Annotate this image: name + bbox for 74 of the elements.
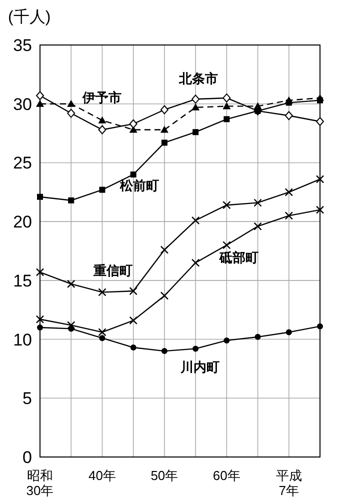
series-label: 重信町 [94,262,133,278]
series-label: 川内町 [180,359,220,374]
point [129,119,138,128]
ytick: 25 [13,154,32,173]
point [36,268,44,276]
point [192,129,199,136]
point [222,200,231,210]
xtick: 昭和 30年 [26,468,54,498]
point [68,197,74,204]
point [129,286,138,296]
point [36,100,44,107]
point [98,116,106,124]
point [98,288,106,296]
point [160,292,169,300]
series-label: 北条市 [179,70,218,86]
point [191,216,200,224]
point [130,344,136,351]
point [67,100,76,107]
point [284,212,293,220]
point [316,206,324,214]
series-label: 伊予市 [82,90,122,105]
point [286,329,292,336]
point [222,241,231,250]
point [99,186,106,193]
point [129,316,138,325]
ytick: 10 [13,330,32,350]
point [130,171,136,178]
ytick: 15 [13,271,32,290]
point [254,198,262,207]
point [317,97,323,104]
point [98,328,106,336]
ytick: 0 [22,448,32,467]
point [254,334,261,340]
point [67,108,76,118]
point [67,321,76,330]
point [317,323,323,330]
point [161,348,168,354]
point [284,188,293,196]
point [36,91,44,100]
point [224,116,230,122]
point [222,93,231,102]
point [160,246,169,254]
ytick: 5 [22,389,32,408]
point [161,140,168,146]
xtick: 50年 [150,468,178,483]
point [316,117,324,126]
point [192,103,200,110]
point [160,105,168,114]
ytick: 30 [13,94,32,114]
ytick: 35 [13,36,32,55]
point [222,102,231,110]
xtick: 平成 7年 [276,468,302,498]
point [98,125,106,134]
point [286,100,292,106]
point [36,315,44,324]
ytick: 20 [13,212,32,232]
point [99,335,106,342]
point [192,346,199,352]
point [316,175,324,184]
point [192,94,200,104]
point [160,126,168,133]
point [37,324,43,331]
point [224,337,230,344]
point [191,258,200,267]
xtick: 60年 [212,468,240,483]
xtick: 40年 [88,468,116,483]
point [254,222,262,230]
series-label: 砥部町 [220,250,259,265]
ylabel: (千人) [8,9,51,26]
point [284,111,293,120]
point [68,326,74,332]
point [67,280,76,288]
series-label: 松前町 [120,178,160,194]
point [37,194,43,200]
